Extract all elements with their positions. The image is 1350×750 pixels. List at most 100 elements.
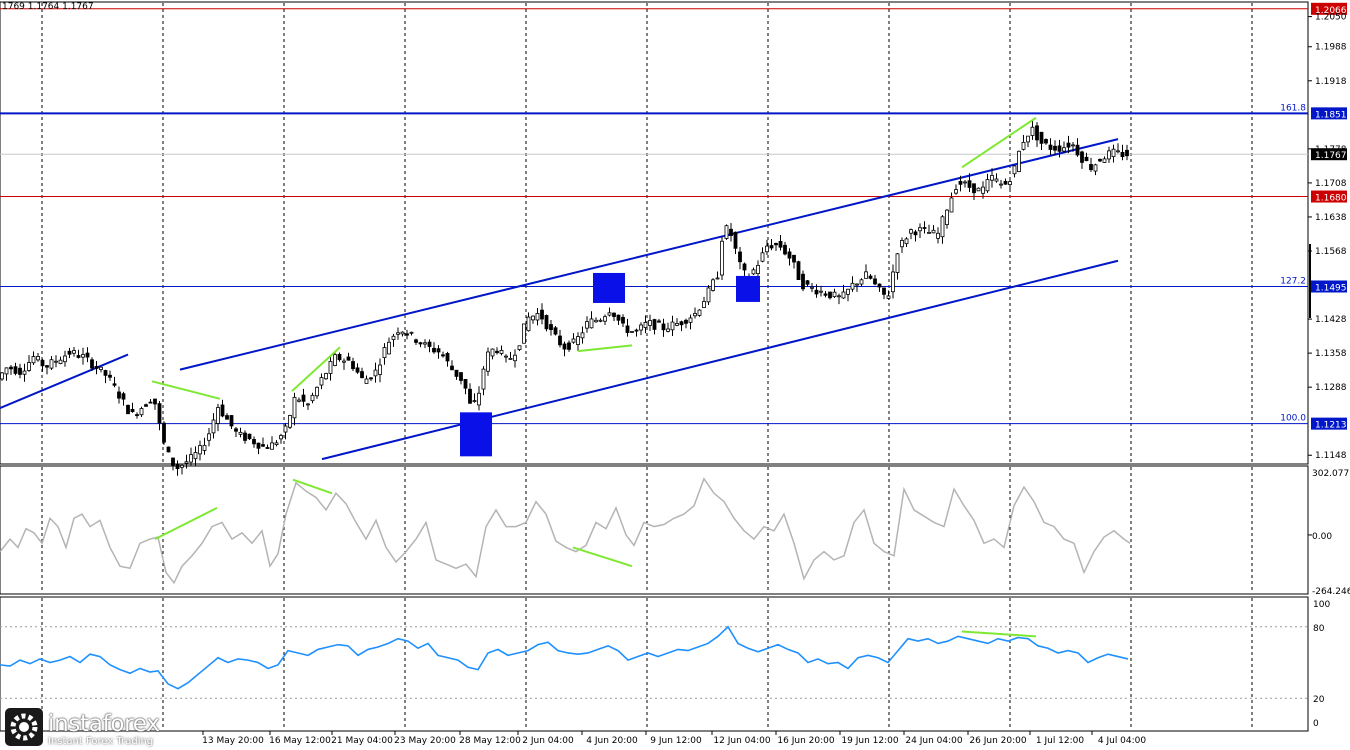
candle-body: [1012, 165, 1017, 175]
cci-divergence-line: [292, 478, 333, 495]
candle-body: [981, 186, 985, 194]
rsi-tick-label: 80: [1313, 624, 1325, 634]
candle-body: [949, 197, 954, 213]
candle-body: [661, 323, 666, 331]
candle-body: [526, 316, 531, 332]
candle-body: [931, 229, 936, 234]
candle-body: [319, 377, 324, 386]
candle-body: [666, 328, 670, 332]
candle-body: [229, 415, 234, 427]
candle-body: [409, 331, 414, 334]
cci-panel: [0, 465, 1309, 595]
candle-body: [819, 290, 823, 293]
candle-body: [1125, 149, 1129, 157]
candle-body: [796, 261, 801, 280]
candle-body: [45, 365, 49, 368]
candle-body: [198, 445, 202, 455]
x-tick-label: 23 May 20:00: [394, 736, 456, 746]
candle-body: [193, 452, 198, 460]
candle-body: [850, 282, 855, 290]
price-axis: 1.20661.20501.19881.19181.18511.17781.17…: [1308, 2, 1350, 729]
level-price-tag: [1311, 2, 1347, 15]
x-tick-label: 28 May 12:00: [459, 736, 521, 746]
candle-body: [157, 403, 162, 424]
candle-body: [288, 415, 292, 428]
candle-body: [630, 331, 634, 333]
candle-body: [445, 353, 450, 362]
candle-body: [126, 404, 130, 415]
candle-body: [337, 354, 342, 361]
candle-body: [513, 354, 517, 362]
candle-body: [108, 374, 112, 378]
time-axis: 13 May 20:00 16 May 12:00 21 May 04:00 23 M…: [202, 731, 1146, 746]
candle-body: [549, 324, 553, 331]
candle-body: [621, 316, 625, 324]
candle-body: [733, 231, 738, 249]
candle-body: [175, 464, 180, 470]
candle-body: [103, 370, 108, 376]
candle-body: [909, 229, 913, 234]
candle-body: [922, 227, 927, 229]
trend-channel: [0, 138, 1119, 461]
level-price-label: 1.1851: [1315, 110, 1347, 120]
candle-body: [72, 350, 76, 354]
candle-body: [963, 181, 967, 184]
candle-body: [702, 301, 706, 309]
level-price-tag: [1311, 417, 1347, 430]
x-tick-label: 24 Jun 04:00: [905, 736, 962, 746]
level-label: 100.0: [1280, 414, 1306, 424]
candle-body: [756, 265, 760, 274]
candle-body: [652, 319, 657, 330]
x-tick-label: 12 Jun 04:00: [713, 736, 770, 746]
candle-body: [990, 174, 994, 181]
candle-body: [517, 345, 522, 350]
candle-body: [787, 251, 792, 259]
candle-body: [333, 354, 337, 366]
candle-body: [810, 286, 814, 289]
candle-body: [985, 179, 990, 192]
candle-body: [765, 245, 769, 253]
candle-body: [1080, 151, 1084, 163]
candle-body: [868, 275, 873, 279]
candle-body: [927, 231, 931, 234]
candle-body: [841, 291, 846, 299]
candle-body: [769, 245, 774, 249]
candle-body: [778, 241, 783, 248]
candle-body: [715, 277, 720, 280]
cci-indicator: [0, 477, 1131, 585]
candle-body: [675, 323, 679, 326]
candle-body: [486, 351, 490, 372]
candle-body: [297, 399, 301, 402]
candle-body: [342, 360, 346, 363]
candle-body: [1030, 126, 1035, 136]
candle-body: [234, 428, 238, 432]
candle-body: [846, 288, 850, 295]
level-price-tag: [1311, 280, 1347, 293]
y-tick-label: 1.2050: [1315, 13, 1347, 23]
candle-body: [405, 333, 409, 336]
candle-body: [396, 332, 400, 335]
cci-tick-label: -264.246: [1312, 587, 1350, 597]
candle-body: [913, 231, 918, 236]
candle-body: [112, 383, 117, 386]
candle-body: [360, 371, 364, 379]
current-price-label: 1.1767: [1315, 151, 1347, 161]
y-tick-label: 1.1358: [1315, 349, 1347, 359]
y-tick-label: 1.1638: [1315, 213, 1347, 223]
candle-body: [792, 254, 796, 263]
candles: [0, 120, 1129, 476]
candle-body: [940, 216, 945, 238]
candle-body: [243, 432, 247, 441]
y-tick-label: 1.1148: [1315, 451, 1347, 461]
candle-body: [216, 407, 220, 424]
candle-body: [1039, 131, 1044, 144]
instaforex-logo: instaforex Instant Forex Trading: [0, 705, 180, 750]
candle-body: [121, 393, 126, 400]
y-tick-label: 1.1568: [1315, 247, 1347, 257]
cci-divergence-line: [572, 546, 633, 568]
level-price-tag: [1311, 107, 1347, 120]
candle-body: [900, 240, 904, 248]
candle-body: [576, 336, 580, 345]
candle-body: [657, 320, 661, 323]
